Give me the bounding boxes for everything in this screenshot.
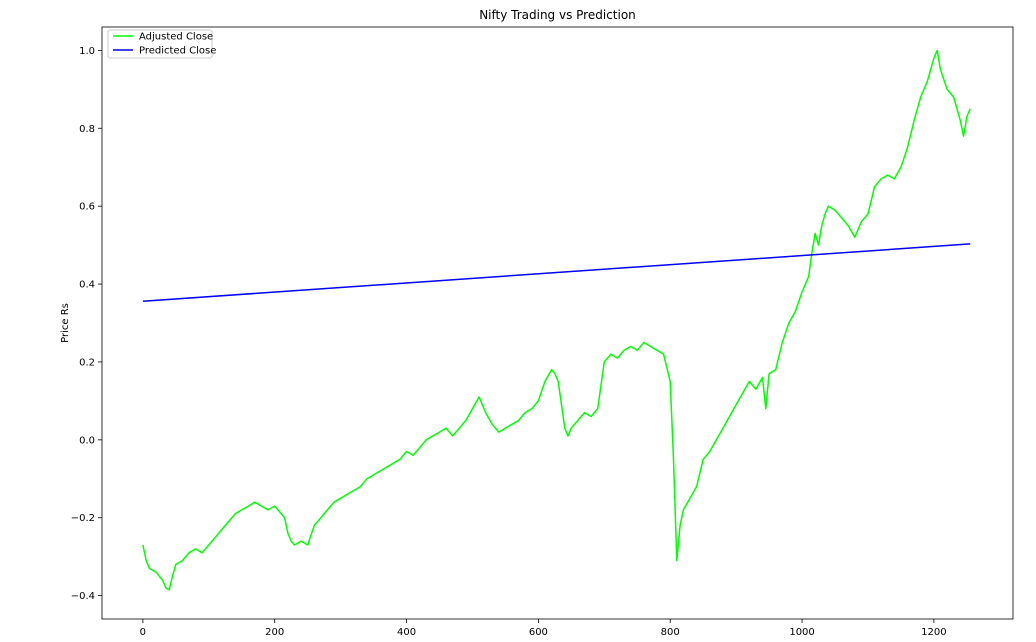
y-tick-label: 0.4 bbox=[79, 280, 95, 291]
legend-label-predicted-close: Predicted Close bbox=[139, 46, 216, 57]
y-tick-label: 0.8 bbox=[79, 124, 95, 135]
legend: Adjusted Close Predicted Close bbox=[107, 29, 216, 59]
series-layer bbox=[142, 49, 971, 591]
x-tick-label: 800 bbox=[661, 627, 680, 638]
y-tick-label: −0.2 bbox=[71, 513, 95, 524]
x-axis-ticks: 0 200 400 600 800 1000 1200 bbox=[140, 619, 947, 638]
chart-title: Nifty Trading vs Prediction bbox=[479, 8, 636, 22]
y-tick-label: 0.0 bbox=[79, 435, 95, 446]
plot-background bbox=[102, 27, 1013, 619]
y-tick-label: 0.6 bbox=[79, 202, 95, 213]
y-tick-label: 0.2 bbox=[79, 357, 95, 368]
y-axis-ticks: −0.4 −0.2 0.0 0.2 0.4 0.6 0.8 1.0 bbox=[71, 46, 102, 602]
x-tick-label: 0 bbox=[140, 627, 146, 638]
x-tick-label: 400 bbox=[397, 627, 416, 638]
legend-box bbox=[107, 29, 213, 59]
x-tick-label: 1000 bbox=[789, 627, 814, 638]
x-tick-label: 600 bbox=[529, 627, 548, 638]
x-tick-label: 1200 bbox=[921, 627, 946, 638]
legend-label-adjusted-close: Adjusted Close bbox=[139, 32, 213, 43]
x-tick-label: 200 bbox=[265, 627, 284, 638]
y-axis-label: Price Rs bbox=[60, 303, 71, 343]
y-tick-label: −0.4 bbox=[71, 591, 95, 602]
y-tick-label: 1.0 bbox=[79, 46, 95, 57]
plot-frame bbox=[101, 26, 1014, 620]
series-line-adjusted-close bbox=[142, 49, 971, 591]
series-line-predicted-close bbox=[142, 243, 971, 302]
